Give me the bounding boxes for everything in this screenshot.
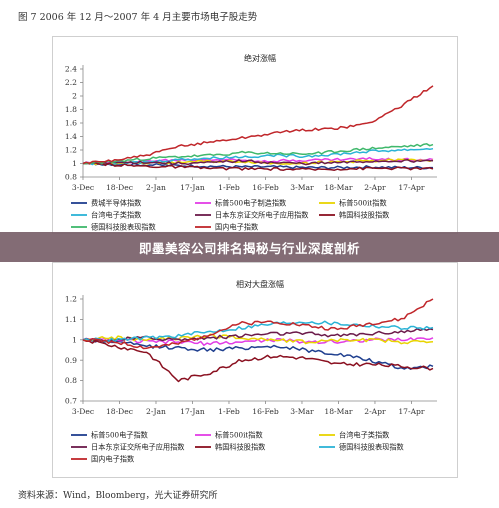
y-tick-label: 1.2 (65, 146, 77, 155)
y-tick-label: 2 (72, 92, 77, 101)
legend-label: 台湾电子类指数 (91, 211, 141, 220)
legend-label: 费城半导体指数 (91, 199, 141, 208)
x-tick-label: 16-Feb (252, 183, 279, 192)
y-tick-label: 2.2 (65, 78, 77, 87)
y-tick-label: 1.6 (65, 119, 77, 128)
chart-title: 绝对涨幅 (244, 53, 276, 63)
series-line (82, 328, 434, 343)
legend-label: 标普500电子指数 (91, 431, 148, 440)
x-tick-label: 18-Dec (106, 407, 133, 416)
x-tick-label: 2-Apr (364, 183, 386, 192)
banner-text: 即墨美容公司排名揭秘与行业深度剖析 (138, 240, 360, 256)
y-tick-label: 2.4 (65, 65, 77, 74)
x-tick-label: 2-Jan (146, 407, 166, 416)
x-tick-label: 1-Feb (218, 183, 240, 192)
legend-label: 标普500电子制造指数 (215, 199, 286, 208)
series-line (82, 143, 434, 165)
legend-label: 台湾电子类指数 (339, 431, 389, 440)
x-tick-label: 17-Apr (398, 407, 425, 416)
series-line (82, 85, 434, 165)
x-tick-label: 18-Mar (324, 407, 353, 416)
x-tick-label: 2-Jan (146, 183, 166, 192)
legend-label: 韩国科技股指数 (339, 211, 389, 220)
y-tick-label: 1 (72, 335, 77, 344)
x-tick-label: 18-Dec (106, 183, 133, 192)
series-line (82, 320, 434, 343)
legend-label: 德国科技股表现指数 (339, 443, 404, 452)
legend-label: 韩国科技股指数 (215, 443, 265, 452)
legend-label: 日本东京证交所电子应用指数 (91, 443, 184, 452)
x-tick-label: 17-Jan (180, 183, 205, 192)
legend-label: 标普500it指数 (215, 431, 263, 440)
legend-label: 国内电子指数 (91, 455, 134, 464)
series-line (82, 158, 434, 166)
chart-panel-absolute: 绝对涨幅 0.8 1 1.2 1.4 1.6 1.8 2 2.2 2.4 3-Dec 18-Dec 2-… (52, 36, 458, 234)
x-tick-label: 3-Dec (72, 407, 94, 416)
relative-gain-chart: 相对大盘涨幅 0.7 0.8 0.9 1 1.1 1.2 3-Dec 18-Dec 2-Jan 17… (65, 279, 437, 464)
series-line (82, 147, 434, 166)
x-tick-label: 3-Dec (72, 183, 94, 192)
y-tick-label: 0.7 (65, 397, 77, 406)
y-tick-label: 1.2 (65, 295, 77, 304)
series-line (82, 161, 434, 171)
x-tick-label: 16-Feb (252, 407, 279, 416)
absolute-gain-chart: 绝对涨幅 0.8 1 1.2 1.4 1.6 1.8 2 2.2 2.4 3-Dec 18-Dec 2-… (65, 53, 437, 232)
legend-label: 标普500it指数 (339, 199, 387, 208)
x-tick-label: 3-Mar (290, 407, 314, 416)
y-tick-label: 1.1 (65, 315, 77, 324)
x-tick-label: 17-Jan (180, 407, 205, 416)
source-note: 资料来源：Wind，Bloomberg，光大证券研究所 (18, 491, 218, 501)
y-tick-label: 1.8 (65, 105, 77, 114)
x-tick-label: 1-Feb (218, 407, 240, 416)
x-tick-label: 3-Mar (290, 183, 314, 192)
overlay-banner: 即墨美容公司排名揭秘与行业深度剖析 (0, 232, 499, 262)
series-line (82, 298, 434, 350)
x-tick-label: 2-Apr (364, 407, 386, 416)
y-tick-label: 0.9 (65, 356, 77, 365)
x-tick-label: 17-Apr (398, 183, 425, 192)
x-tick-label: 18-Mar (324, 183, 353, 192)
series-line (82, 339, 434, 383)
legend-label: 德国科技股表现指数 (91, 223, 156, 232)
series-line (82, 338, 434, 370)
y-tick-label: 0.8 (65, 376, 77, 385)
legend-label: 国内电子指数 (215, 223, 258, 232)
chart-panel-relative: 相对大盘涨幅 0.7 0.8 0.9 1 1.1 1.2 3-Dec 18-Dec 2-Jan 17… (52, 262, 458, 478)
y-tick-label: 0.8 (65, 173, 77, 182)
figure-title: 图 7 2006 年 12 月～2007 年 4 月主要市场电子股走势 (18, 12, 258, 23)
legend-label: 日本东京证交所电子应用指数 (215, 211, 308, 220)
y-tick-label: 1 (72, 159, 77, 168)
chart-title: 相对大盘涨幅 (236, 279, 284, 289)
y-tick-label: 1.4 (65, 132, 77, 141)
